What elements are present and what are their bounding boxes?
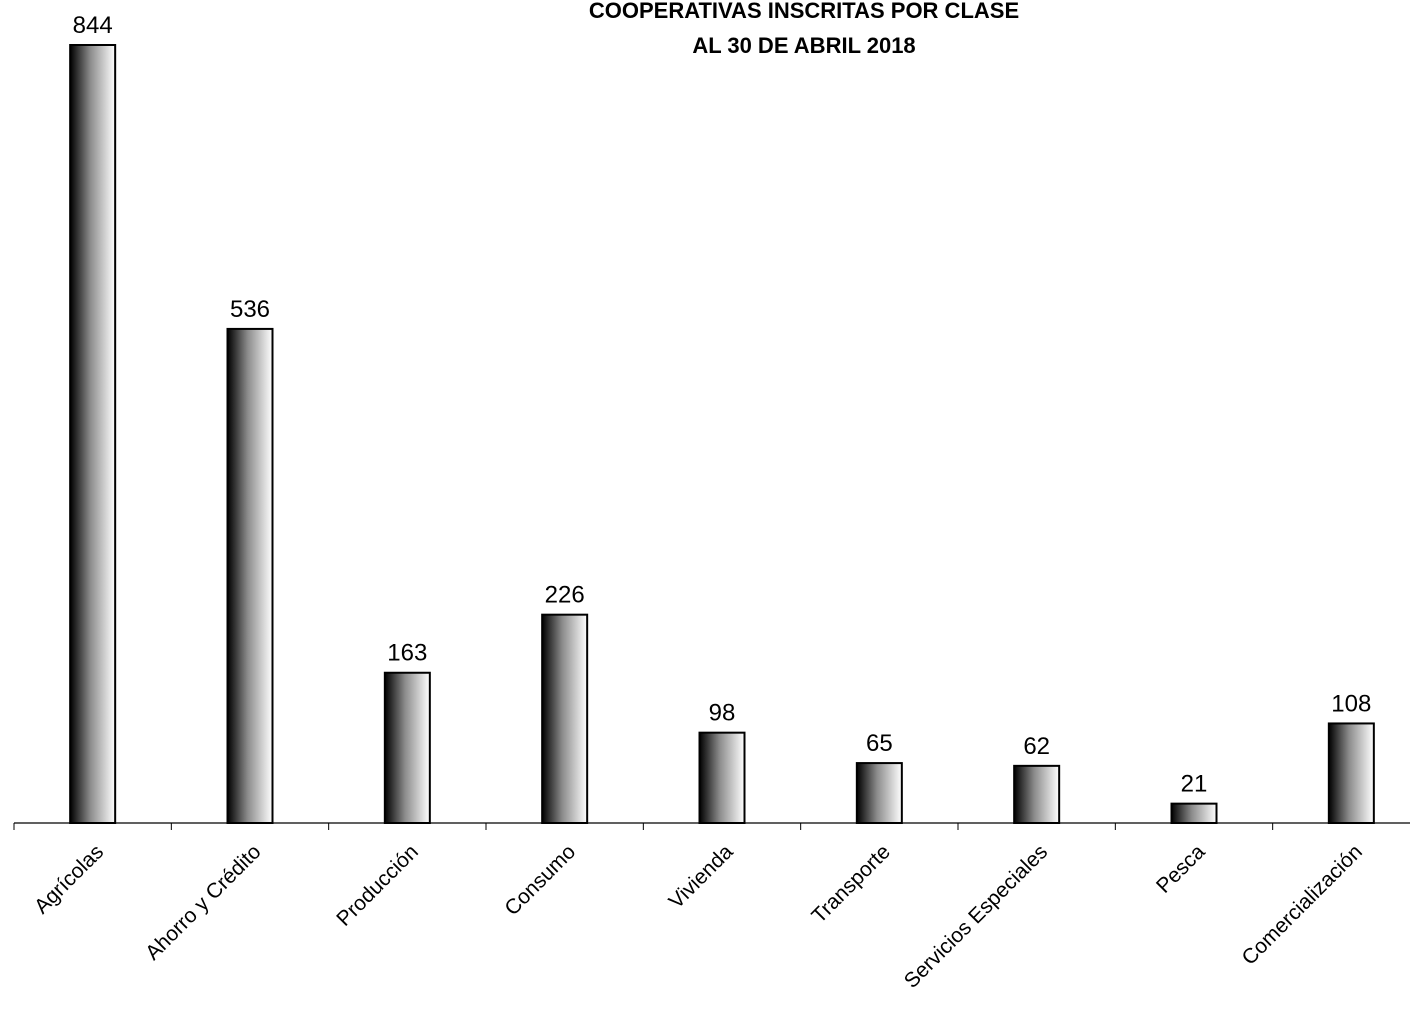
bar	[541, 613, 589, 824]
data-label: 844	[73, 12, 113, 39]
category-label: Servicios Especiales	[900, 840, 1052, 992]
data-label: 21	[1181, 771, 1208, 798]
category-label: Vivienda	[665, 840, 738, 913]
data-label: 536	[230, 296, 270, 323]
bar	[1013, 764, 1061, 824]
category-label: Ahorro y Crédito	[141, 840, 265, 964]
bar	[383, 671, 431, 825]
x-axis-labels: Agrícolas Ahorro y Crédito Producción Consu…	[30, 840, 1367, 993]
data-label: 65	[866, 730, 893, 757]
bars-group: 844 536 163 226 98 65 62 21 108	[69, 12, 1375, 825]
category-label: Comercialización	[1238, 840, 1367, 969]
bar	[226, 327, 274, 824]
category-label: Transporte	[807, 840, 895, 928]
x-axis-ticks	[13, 823, 1274, 830]
category-label: Consumo	[500, 840, 580, 920]
bar	[69, 44, 117, 824]
data-label: 98	[709, 700, 736, 727]
category-label: Pesca	[1152, 840, 1210, 898]
bar	[698, 731, 746, 825]
bar	[855, 762, 903, 825]
bar	[1170, 802, 1218, 824]
category-label: Agrícolas	[30, 840, 108, 918]
data-label: 108	[1331, 690, 1371, 717]
category-label: Producción	[332, 840, 423, 931]
data-label: 62	[1023, 733, 1050, 760]
data-label: 226	[545, 582, 585, 609]
chart-title: COOPERATIVAS INSCRITAS POR CLASE	[589, 0, 1019, 23]
chart-subtitle: AL 30 DE ABRIL 2018	[692, 33, 915, 58]
data-label: 163	[387, 640, 427, 667]
bar	[1327, 722, 1375, 824]
